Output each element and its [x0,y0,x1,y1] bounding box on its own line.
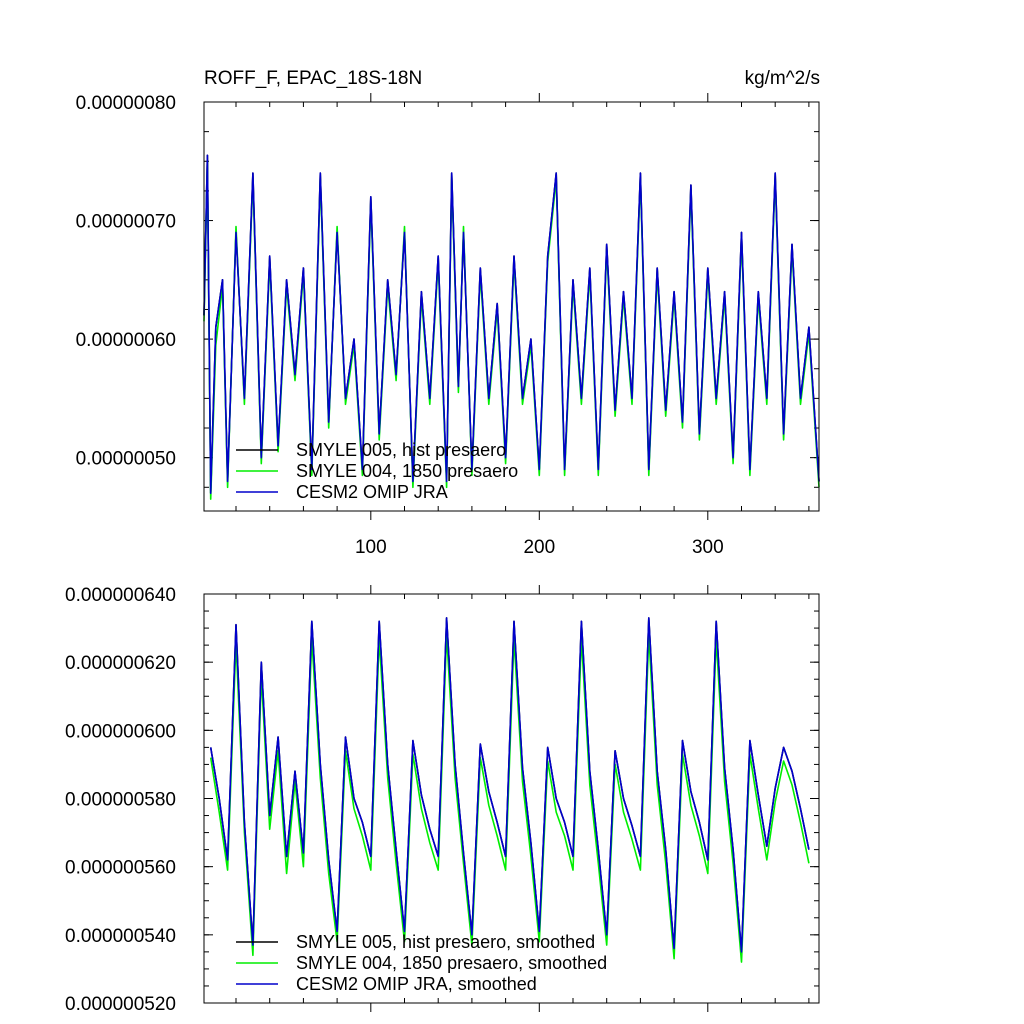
bottom-ytick-label: 0.000000540 [65,926,176,947]
top-xtick-label: 300 [692,537,724,558]
bottom-panel: 0.000000640 0.000000620 0.000000600 0.00000… [65,585,820,1015]
top-series-line-2 [203,154,820,495]
top-ytick-label: 0.00000060 [76,330,176,351]
top-panel: ROFF_F, EPAC_18S-18N kg/m^2/s 0.00000080… [76,68,820,558]
top-ytick-label: 0.00000070 [76,212,176,233]
top-legend-label-1: SMYLE 004, 1850 presaero [296,461,518,481]
bottom-plot-frame [203,593,820,1004]
bottom-series-lines [209,617,810,963]
bottom-legend-label-1: SMYLE 004, 1850 presaero, smoothed [296,953,607,973]
bottom-series-line-2 [209,617,810,953]
bottom-legend: SMYLE 005, hist presaero, smoothedSMYLE … [236,932,607,994]
top-ytick-label: 0.00000080 [76,93,176,114]
top-series-lines [203,154,820,500]
top-plot-frame [203,101,820,512]
top-legend-label-2: CESM2 OMIP JRA [296,482,448,502]
bottom-legend-label-2: CESM2 OMIP JRA, smoothed [296,974,537,994]
bottom-ytick-label: 0.000000620 [65,653,176,674]
bottom-ytick-label: 0.000000640 [65,585,176,606]
bottom-legend-label-0: SMYLE 005, hist presaero, smoothed [296,932,595,952]
top-legend-label-0: SMYLE 005, hist presaero [296,440,506,460]
bottom-ytick-label: 0.000000560 [65,858,176,879]
top-chart-title: ROFF_F, EPAC_18S-18N [204,68,422,89]
top-ytick-label: 0.00000050 [76,449,176,470]
bottom-ticks: 0.000000640 0.000000620 0.000000600 0.00000… [65,585,819,1015]
top-ticks: 0.00000080 0.00000070 0.00000060 0.00000050… [76,93,819,558]
top-xtick-label: 200 [523,537,555,558]
bottom-ytick-label: 0.000000520 [65,994,176,1015]
top-xtick-label: 100 [355,537,387,558]
bottom-ytick-label: 0.000000580 [65,790,176,811]
top-chart-units: kg/m^2/s [745,68,820,89]
bottom-ytick-label: 0.000000600 [65,721,176,742]
